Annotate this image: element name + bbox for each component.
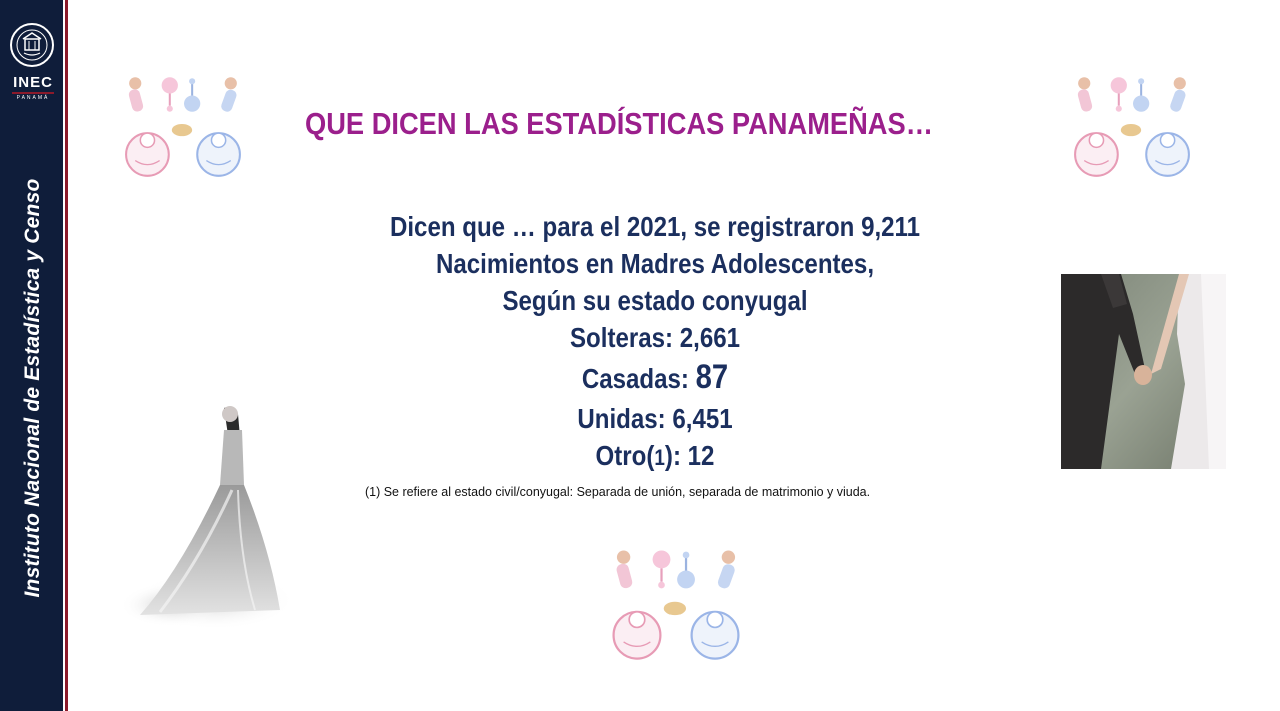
stat-solteras-label: Solteras: (569, 322, 680, 353)
inec-logo: INEC PANAMÁ (8, 74, 58, 102)
stat-casadas: Casadas: 87 (384, 356, 926, 400)
stat-otro-ref: 1 (654, 445, 665, 470)
stat-unidas: Unidas: 6,451 (384, 400, 926, 437)
footnote: (1) Se refiere al estado civil/conyugal:… (365, 484, 871, 499)
stat-unidas-value: 6,451 (672, 403, 733, 434)
couple-holding-hands-image (1061, 274, 1226, 469)
inec-logo-subtext: PANAMÁ (16, 95, 50, 101)
stat-otro-label: Otro( (595, 440, 655, 471)
stat-casadas-value: 87 (695, 358, 729, 396)
stat-solteras-value: 2,661 (679, 322, 741, 353)
sidebar-accent-stripe (65, 0, 68, 711)
stat-otro-close: ): (664, 440, 688, 471)
org-name-vertical: Instituto Nacional de Estadística y Cens… (21, 178, 44, 598)
bride-gown-image (120, 406, 292, 630)
baby-decoration-icon (612, 549, 740, 660)
intro-line-2: Nacimientos en Madres Adolescentes, (435, 248, 875, 279)
stats-block: Dicen que … para el 2021, se registraron… (384, 208, 926, 476)
inec-logo-text: INEC (13, 74, 53, 91)
stat-otro: Otro(1): 12 (384, 437, 926, 476)
intro-line-1: Dicen que … para el 2021, se registraron… (389, 211, 921, 242)
stat-otro-value: 12 (687, 440, 715, 471)
stat-solteras: Solteras: 2,661 (384, 319, 926, 356)
inec-seal-icon (10, 23, 54, 67)
baby-decoration-icon (125, 76, 241, 177)
page-title: QUE DICEN LAS ESTADÍSTICAS PANAMEÑAS… (305, 106, 933, 141)
sidebar-divider (63, 0, 65, 711)
stat-unidas-label: Unidas: (577, 403, 673, 434)
sidebar: INEC PANAMÁ Instituto Nacional de Estadí… (0, 0, 63, 711)
baby-decoration-icon (1074, 76, 1190, 177)
intro-line-3: Según su estado conyugal (502, 285, 808, 316)
stat-casadas-label: Casadas: (581, 363, 696, 394)
